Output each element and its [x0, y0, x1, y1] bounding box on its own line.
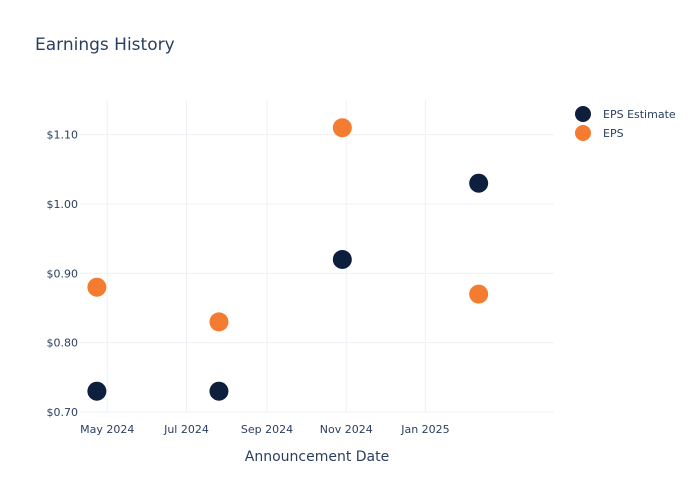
- points-layer: [87, 118, 489, 401]
- x-axis-label: Announcement Date: [245, 449, 389, 465]
- eps-point[interactable]: [87, 277, 107, 297]
- y-tick-label: $0.80: [47, 337, 79, 350]
- legend-marker-eps-estimate[interactable]: [575, 106, 591, 122]
- chart-title: Earnings History: [35, 35, 175, 55]
- eps-point[interactable]: [332, 118, 352, 138]
- axis-layer: $0.70 $0.80 $0.90 $1.00 $1.10 May 2024 Jul 202…: [47, 129, 450, 436]
- y-tick-label: $1.10: [47, 129, 79, 142]
- x-tick-label: Nov 2024: [320, 423, 373, 436]
- legend-label-eps: EPS: [603, 127, 624, 140]
- legend: EPS Estimate EPS: [575, 106, 676, 141]
- eps-point[interactable]: [469, 284, 489, 304]
- x-tick-label: May 2024: [80, 423, 134, 436]
- y-tick-label: $1.00: [47, 198, 79, 211]
- x-tick-label: Jul 2024: [163, 423, 209, 436]
- eps-point[interactable]: [209, 312, 229, 332]
- eps-estimate-point[interactable]: [332, 249, 352, 269]
- y-tick-label: $0.90: [47, 267, 79, 280]
- y-tick-label: $0.70: [47, 406, 79, 419]
- legend-label-eps-estimate: EPS Estimate: [603, 108, 676, 121]
- grid-layer: [80, 100, 554, 413]
- x-tick-label: Sep 2024: [241, 423, 293, 436]
- x-tick-label: Jan 2025: [400, 423, 449, 436]
- eps-estimate-point[interactable]: [209, 381, 229, 401]
- legend-marker-eps[interactable]: [575, 125, 591, 141]
- eps-estimate-point[interactable]: [469, 173, 489, 193]
- eps-estimate-point[interactable]: [87, 381, 107, 401]
